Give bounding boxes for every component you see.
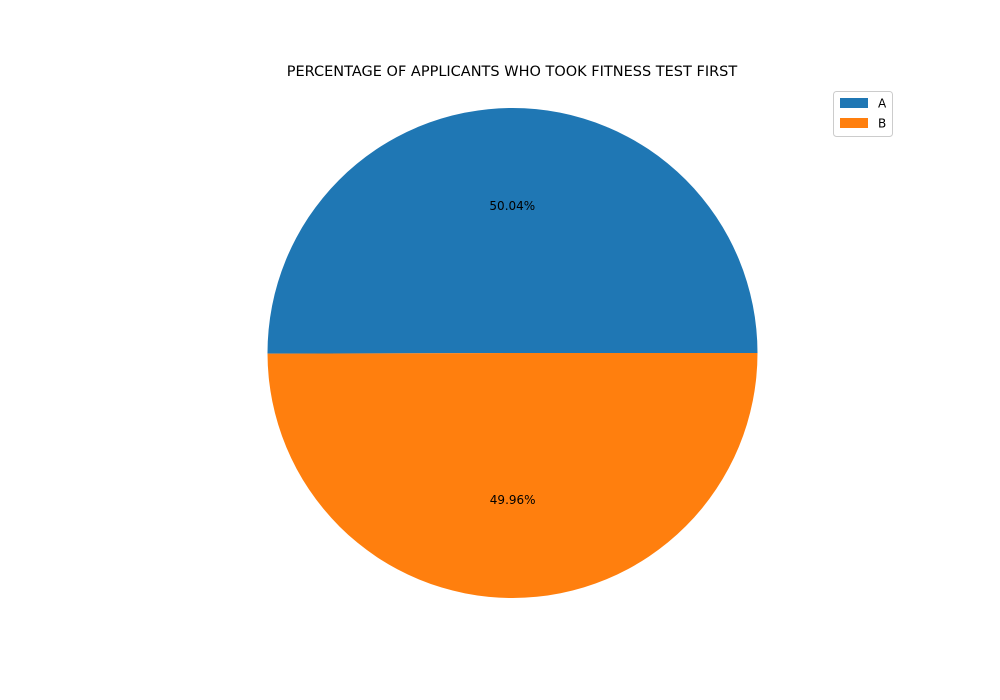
legend-label-b: B <box>878 117 886 131</box>
pie-slice-a <box>267 108 758 354</box>
pie-slices <box>267 108 758 599</box>
chart-title: PERCENTAGE OF APPLICANTS WHO TOOK FITNES… <box>287 64 738 80</box>
pie-percentage-labels: 50.04% 49.96% <box>489 199 535 507</box>
legend-label-a: A <box>878 97 887 111</box>
pie-label-a: 50.04% <box>489 199 535 213</box>
legend-swatch-a <box>840 98 868 108</box>
pie-slice-b <box>267 353 758 599</box>
pie-label-b: 49.96% <box>490 493 536 507</box>
legend-swatch-b <box>840 118 868 128</box>
legend: A B <box>833 91 893 137</box>
